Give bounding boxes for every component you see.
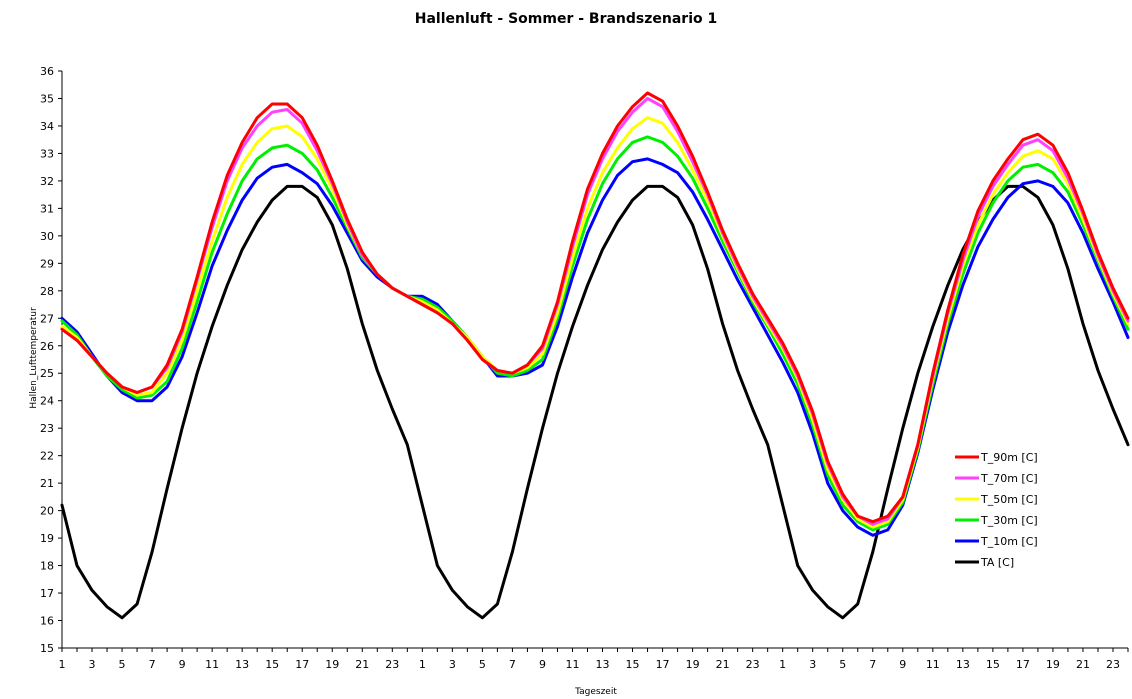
legend-label: T_30m [C]: [980, 514, 1038, 527]
x-tick-label: 1: [779, 658, 786, 671]
y-tick-label: 25: [40, 367, 54, 380]
x-tick-label: 15: [626, 658, 640, 671]
x-tick-label: 17: [656, 658, 670, 671]
x-axis-label: Tageszeit: [574, 687, 617, 697]
y-tick-label: 35: [40, 92, 54, 105]
series-line-t-10m: [60, 157, 1130, 537]
y-tick-label: 19: [40, 532, 54, 545]
x-tick-label: 19: [1046, 658, 1060, 671]
y-tick-label: 27: [40, 312, 54, 325]
y-tick-label: 21: [40, 477, 54, 490]
y-tick-label: 29: [40, 257, 54, 270]
x-axis: 1 3 5 7 9 11 13 15 17 19 21 23 1 3 5 7 9 11 13 15 17 19 21 23 1 3…: [59, 647, 1129, 671]
x-tick-label: 7: [509, 658, 516, 671]
series-line-t-50m: [60, 116, 1130, 529]
x-tick-label: 11: [926, 658, 940, 671]
x-tick-label: 5: [119, 658, 126, 671]
x-tick-label: 17: [295, 658, 309, 671]
x-tick-label: 1: [419, 658, 426, 671]
y-tick-label: 20: [40, 505, 54, 518]
x-tick-label: 1: [59, 658, 66, 671]
chart-title: Hallenluft - Sommer - Brandszenario 1: [415, 11, 718, 27]
series-line-ta: [60, 184, 1130, 620]
x-tick-label: 9: [539, 658, 546, 671]
y-tick-label: 17: [40, 587, 54, 600]
y-tick-label: 15: [40, 642, 54, 655]
x-tick-label: 15: [265, 658, 279, 671]
x-tick-label: 17: [1016, 658, 1030, 671]
y-tick-label: 24: [40, 395, 54, 408]
x-tick-label: 19: [325, 658, 339, 671]
series-line-t-70m: [60, 97, 1130, 526]
x-tick-label: 23: [746, 658, 760, 671]
x-tick-label: 3: [809, 658, 816, 671]
legend-label: T_50m [C]: [980, 493, 1038, 506]
y-tick-label: 16: [40, 615, 54, 628]
x-tick-label: 23: [1106, 658, 1120, 671]
x-tick-label: 13: [956, 658, 970, 671]
x-tick-label: 9: [179, 658, 186, 671]
x-tick-label: 5: [839, 658, 846, 671]
y-axis-label: Hallen_Lufttemperatur: [29, 307, 39, 409]
legend-label: T_10m [C]: [980, 535, 1038, 548]
series-line-t-30m: [60, 135, 1130, 532]
x-tick-label: 11: [205, 658, 219, 671]
legend-label: T_70m [C]: [980, 472, 1038, 485]
series-line-t-90m: [60, 91, 1130, 524]
y-tick-label: 36: [40, 65, 54, 78]
x-tick-label: 21: [716, 658, 730, 671]
y-tick-label: 23: [40, 422, 54, 435]
y-tick-label: 22: [40, 450, 54, 463]
y-tick-label: 28: [40, 285, 54, 298]
y-tick-label: 33: [40, 147, 54, 160]
x-tick-label: 11: [565, 658, 579, 671]
x-tick-label: 7: [869, 658, 876, 671]
x-tick-label: 3: [89, 658, 96, 671]
y-tick-label: 26: [40, 340, 54, 353]
legend-label: T_90m [C]: [980, 451, 1038, 464]
x-tick-label: 3: [449, 658, 456, 671]
x-tick-label: 21: [355, 658, 369, 671]
y-axis: 15 16 17 18 19 20 21 22 23 24 25 26 27 28 29 30 31 32 33 34…: [40, 65, 63, 655]
x-tick-label: 19: [686, 658, 700, 671]
y-tick-label: 30: [40, 230, 54, 243]
x-tick-label: 13: [596, 658, 610, 671]
y-tick-label: 18: [40, 560, 54, 573]
x-tick-label: 7: [149, 658, 156, 671]
plot-area: [60, 91, 1130, 620]
x-tick-label: 21: [1076, 658, 1090, 671]
x-tick-label: 23: [385, 658, 399, 671]
legend-label: TA [C]: [980, 556, 1014, 569]
y-tick-label: 31: [40, 202, 54, 215]
x-tick-label: 15: [986, 658, 1000, 671]
x-tick-label: 13: [235, 658, 249, 671]
chart-legend: T_90m [C] T_70m [C] T_50m [C] T_30m [C] T_10…: [955, 451, 1038, 569]
y-tick-label: 32: [40, 175, 54, 188]
y-tick-label: 34: [40, 120, 54, 133]
x-tick-label: 5: [479, 658, 486, 671]
x-tick-label: 9: [899, 658, 906, 671]
